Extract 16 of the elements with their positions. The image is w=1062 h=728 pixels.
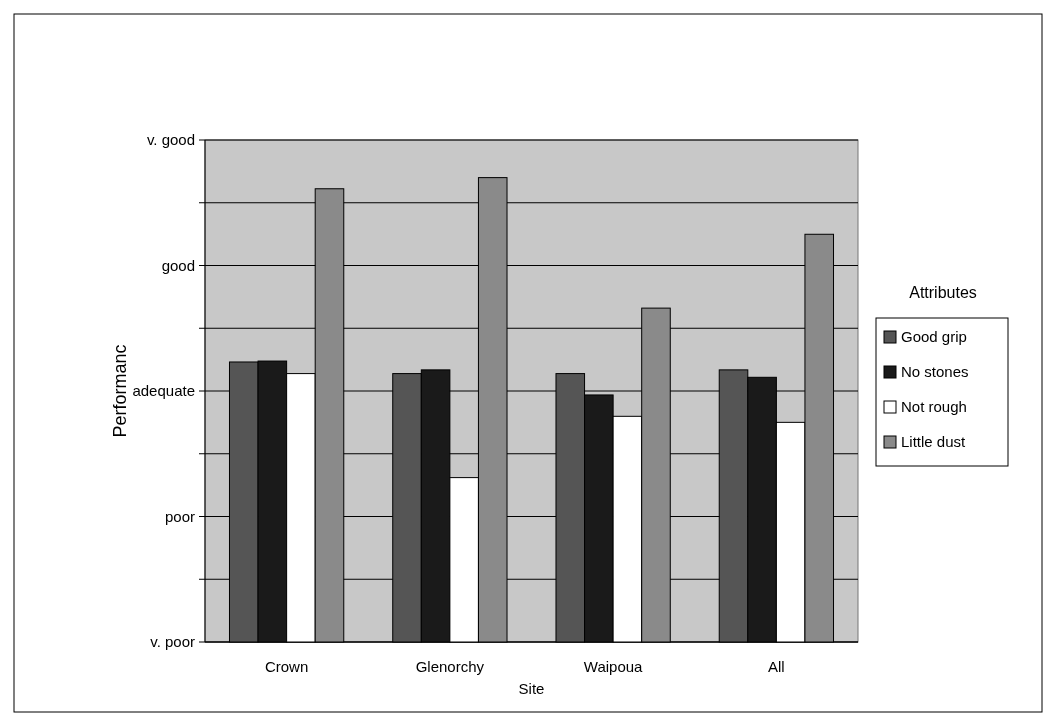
text: v. poor [150,633,195,651]
x-tick-label: Waipoua [583,658,644,675]
text: adequate [132,382,195,400]
y-axis-title: Performanc [110,344,130,438]
legend-title: Attributes [909,284,977,301]
x-tick-label: All [768,658,785,675]
legend-label: Little dust [901,433,967,451]
text: v. good [146,131,195,149]
text: poor [164,507,195,525]
text: good [161,256,195,274]
legend-label: Good grip [901,328,967,346]
x-tick-label: Crown [264,658,309,675]
legend-label: No stones [901,363,969,381]
legend-label: Not rough [901,398,967,416]
x-tick-label: Glenorchy [415,658,485,675]
x-axis-title: Site [518,680,545,697]
